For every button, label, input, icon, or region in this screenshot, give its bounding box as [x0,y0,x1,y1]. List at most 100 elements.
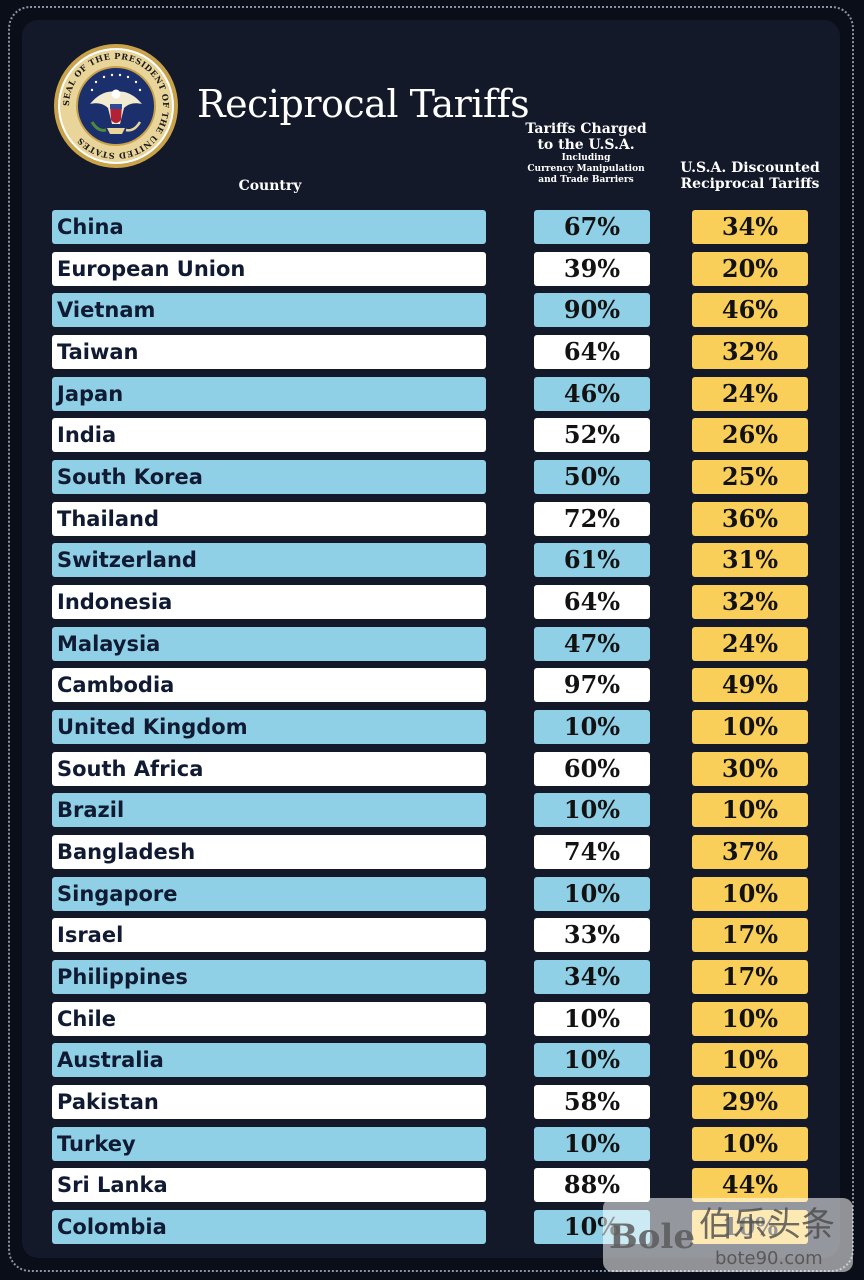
table-row: Indonesia 64% 32% [0,584,864,619]
table-row: Cambodia 97% 49% [0,668,864,703]
table-row: Pakistan 58% 29% [0,1084,864,1119]
dotted-frame [8,6,854,1272]
tariff-charged-cell: 61% [534,543,650,578]
table-row: Vietnam 90% 46% [0,293,864,328]
table-row: South Korea 50% 25% [0,460,864,494]
country-cell: United Kingdom [52,709,486,744]
table-row: Japan 46% 24% [0,376,864,411]
table-row: Bangladesh 74% 37% [0,834,864,869]
discounted-tariff-cell: 30% [692,751,808,786]
country-cell: Sri Lanka [52,1168,486,1203]
tariff-charged-cell: 64% [534,584,650,619]
tariff-charged-cell: 74% [534,834,650,869]
header-charged-line4: Currency Manipulation [527,163,645,174]
watermark-cjk: 伯乐头条 [699,1205,835,1245]
tariff-charged-cell: 33% [534,918,650,953]
watermark-site: bote90.com [715,1248,823,1269]
country-cell: Chile [52,1001,486,1036]
tariff-charged-cell: 46% [534,376,650,411]
table-row: India 52% 26% [0,418,864,453]
country-cell: Japan [52,376,486,411]
tariff-charged-cell: 10% [534,1043,650,1078]
table-row: Australia 10% 10% [0,1043,864,1078]
presidential-seal-icon: SEAL OF THE PRESIDENT OF THE UNITED STAT… [54,44,178,168]
discounted-tariff-cell: 32% [692,335,808,369]
discounted-tariff-cell: 49% [692,668,808,703]
country-cell: Philippines [52,959,486,994]
tariff-charged-cell: 90% [534,293,650,328]
country-cell: Malaysia [52,626,486,661]
table-row: Thailand 72% 36% [0,501,864,536]
country-cell: South Korea [52,460,486,494]
table-row: Brazil 10% 10% [0,793,864,828]
discounted-tariff-cell: 26% [692,418,808,453]
tariff-charged-cell: 34% [534,959,650,994]
country-cell: China [52,210,486,244]
table-row: European Union 39% 20% [0,251,864,286]
country-cell: India [52,418,486,453]
discounted-tariff-cell: 10% [692,793,808,828]
tariff-charged-cell: 97% [534,668,650,703]
discounted-tariff-cell: 32% [692,584,808,619]
tariff-charged-cell: 88% [534,1168,650,1203]
tariff-charged-cell: 72% [534,501,650,536]
discounted-tariff-cell: 24% [692,376,808,411]
watermark-brand: Bole [609,1217,695,1257]
country-cell: European Union [52,251,486,286]
discounted-tariff-cell: 10% [692,1043,808,1078]
tariff-charged-cell: 50% [534,460,650,494]
tariff-charged-cell: 10% [534,876,650,911]
country-cell: Thailand [52,501,486,536]
tariff-charged-cell: 60% [534,751,650,786]
country-cell: Indonesia [52,584,486,619]
discounted-tariff-cell: 46% [692,293,808,328]
header-discounted-tariffs: U.S.A. Discounted Reciprocal Tariffs [670,160,830,192]
table-row: Malaysia 47% 24% [0,626,864,661]
discounted-tariff-cell: 44% [692,1168,808,1203]
tariff-charged-cell: 10% [534,1126,650,1161]
table-row: Taiwan 64% 32% [0,335,864,369]
country-cell: Brazil [52,793,486,828]
country-cell: South Africa [52,751,486,786]
discounted-tariff-cell: 29% [692,1084,808,1119]
tariff-charged-cell: 52% [534,418,650,453]
discounted-tariff-cell: 10% [692,1001,808,1036]
watermark-logo: Bole 伯乐头条 bote90.com [603,1198,853,1272]
table-row: Israel 33% 17% [0,918,864,953]
tariff-charged-cell: 67% [534,210,650,244]
table-row: United Kingdom 10% 10% [0,709,864,744]
tariff-charged-cell: 10% [534,793,650,828]
discounted-tariff-cell: 10% [692,1126,808,1161]
header-country: Country [238,178,302,194]
table-row: Turkey 10% 10% [0,1126,864,1161]
header-charged-line2: to the U.S.A. [537,137,635,154]
discounted-tariff-cell: 10% [692,709,808,744]
country-cell: Israel [52,918,486,953]
country-cell: Switzerland [52,543,486,578]
table-row: Switzerland 61% 31% [0,543,864,578]
discounted-tariff-cell: 17% [692,959,808,994]
country-cell: Bangladesh [52,834,486,869]
tariff-charged-cell: 39% [534,251,650,286]
header-charged-line3: Including [561,153,611,164]
country-cell: Taiwan [52,335,486,369]
discounted-tariff-cell: 36% [692,501,808,536]
discounted-tariff-cell: 20% [692,251,808,286]
country-cell: Singapore [52,876,486,911]
tariff-charged-cell: 10% [534,709,650,744]
page-title: Reciprocal Tariffs [197,82,530,126]
tariff-charged-cell: 10% [534,1001,650,1036]
discounted-tariff-cell: 34% [692,210,808,244]
header-tariffs-charged: Tariffs Charged to the U.S.A. Including … [516,121,656,186]
country-cell: Colombia [52,1209,486,1244]
country-cell: Cambodia [52,668,486,703]
discounted-tariff-cell: 31% [692,543,808,578]
header-discounted-line2: Reciprocal Tariffs [680,176,820,193]
header-charged-line1: Tariffs Charged [525,121,647,137]
table-row: Sri Lanka 88% 44% [0,1168,864,1203]
discounted-tariff-cell: 37% [692,834,808,869]
tariff-charged-cell: 64% [534,335,650,369]
header-charged-line5: and Trade Barriers [538,174,634,185]
table-row: Philippines 34% 17% [0,959,864,994]
country-cell: Pakistan [52,1084,486,1119]
